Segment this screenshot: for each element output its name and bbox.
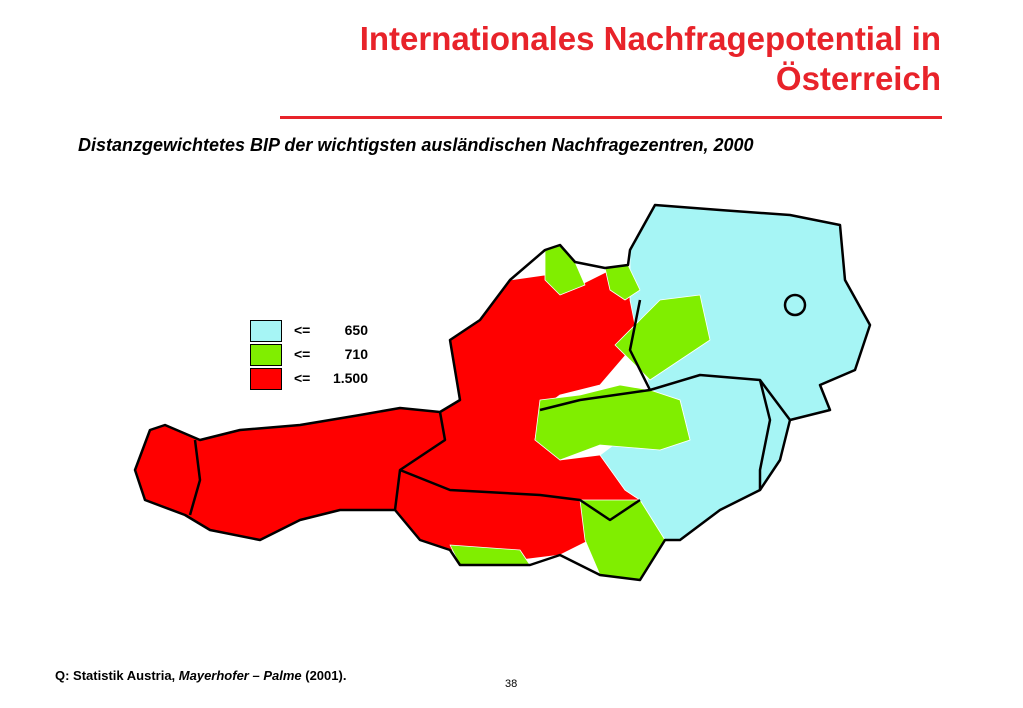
legend-label: 650	[344, 322, 368, 338]
state-border	[628, 299, 652, 391]
page-number: 38	[505, 678, 518, 690]
title-line: Österreich	[775, 60, 941, 97]
legend-label: 1.500	[332, 370, 368, 386]
subtitle: Distanzgewichtetes BIP der wichtigsten a…	[78, 135, 754, 155]
source-authors: Mayerhofer – Palme	[178, 668, 302, 683]
state-border	[399, 468, 641, 522]
state-border	[393, 411, 447, 511]
state-border	[539, 373, 791, 421]
legend-label: 710	[344, 346, 368, 362]
region-mid	[534, 384, 691, 461]
state-border	[188, 439, 202, 516]
legend-symbol: <=	[294, 370, 311, 386]
title-line: Internationales Nachfragepotential in	[359, 20, 941, 57]
legend-swatch	[250, 320, 282, 342]
source: Q: Statistik Austria, Mayerhofer – Palme…	[55, 668, 346, 683]
source-year: (2001).	[305, 668, 347, 683]
source-prefix: Q: Statistik Austria,	[55, 668, 176, 683]
title-rule	[280, 116, 942, 119]
state-border	[758, 379, 772, 490]
legend-symbol: <=	[294, 346, 311, 362]
legend-swatch	[250, 344, 282, 366]
vienna-border	[783, 293, 807, 317]
legend-swatch	[250, 368, 282, 390]
legend-symbol: <=	[294, 322, 311, 338]
